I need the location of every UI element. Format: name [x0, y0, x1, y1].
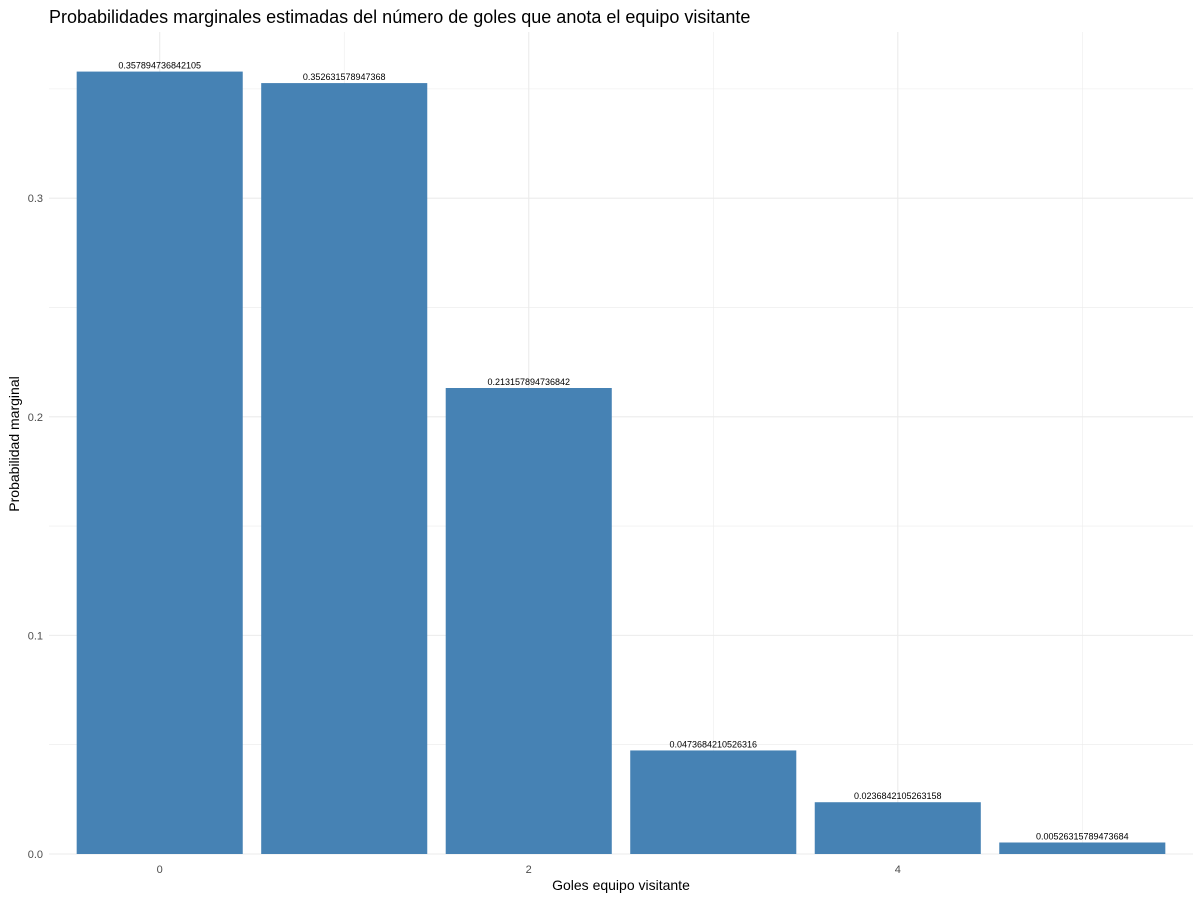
data-label-5: 0.00526315789473684	[1036, 831, 1129, 841]
x-axis-ticks: 0 2 4	[157, 864, 901, 876]
x-tick-label: 0	[157, 864, 163, 876]
bar-4	[814, 802, 981, 854]
bars	[76, 71, 1166, 855]
y-axis-ticks: 0.0 0.1 0.2 0.3	[28, 193, 43, 861]
chart-title: Probabilidades marginales estimadas del …	[49, 7, 750, 27]
bar-3	[630, 750, 797, 854]
x-axis-title: Goles equipo visitante	[552, 877, 690, 893]
bar-1	[261, 83, 428, 855]
y-tick-label: 0.3	[28, 193, 43, 205]
y-tick-label: 0.2	[28, 412, 43, 424]
data-label-2: 0.213157894736842	[487, 377, 570, 387]
y-tick-label: 0.1	[28, 630, 43, 642]
data-label-0: 0.357894736842105	[118, 61, 201, 71]
x-tick-label: 4	[895, 864, 901, 876]
x-tick-label: 2	[526, 864, 532, 876]
data-label-3: 0.0473684210526316	[669, 739, 757, 749]
y-tick-label: 0.0	[28, 849, 43, 861]
y-axis-title: Probabilidad marginal	[6, 376, 22, 511]
data-labels: 0.357894736842105 0.352631578947368 0.2131…	[118, 61, 1128, 842]
bar-2	[445, 388, 612, 854]
bar-0	[76, 71, 243, 855]
data-label-1: 0.352631578947368	[303, 72, 386, 82]
data-label-4: 0.0236842105263158	[854, 791, 942, 801]
bar-5	[999, 842, 1166, 854]
